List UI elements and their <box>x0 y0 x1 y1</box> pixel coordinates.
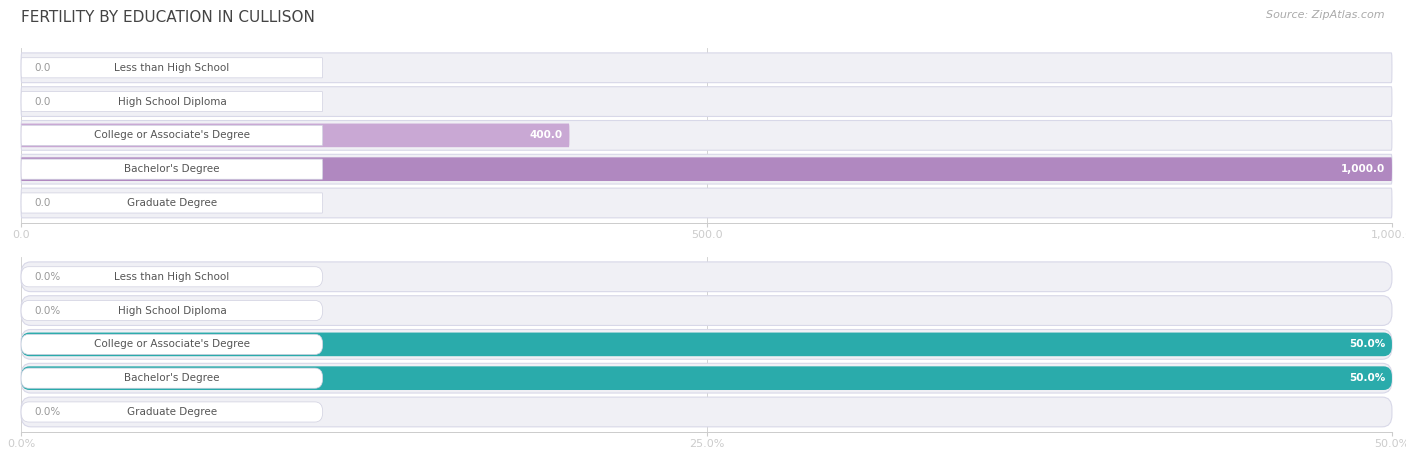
Text: 0.0: 0.0 <box>35 198 51 208</box>
Text: High School Diploma: High School Diploma <box>118 305 226 315</box>
Text: High School Diploma: High School Diploma <box>118 96 226 106</box>
FancyBboxPatch shape <box>21 334 322 354</box>
FancyBboxPatch shape <box>21 157 1392 181</box>
FancyBboxPatch shape <box>21 124 569 147</box>
Text: Graduate Degree: Graduate Degree <box>127 407 217 417</box>
FancyBboxPatch shape <box>21 121 1392 150</box>
Text: Less than High School: Less than High School <box>114 272 229 282</box>
FancyBboxPatch shape <box>21 193 323 213</box>
Text: 0.0%: 0.0% <box>35 407 60 417</box>
FancyBboxPatch shape <box>21 330 1392 359</box>
FancyBboxPatch shape <box>21 301 322 321</box>
Text: FERTILITY BY EDUCATION IN CULLISON: FERTILITY BY EDUCATION IN CULLISON <box>21 10 315 25</box>
FancyBboxPatch shape <box>21 296 1392 325</box>
FancyBboxPatch shape <box>21 58 323 78</box>
FancyBboxPatch shape <box>21 53 1392 83</box>
Text: Source: ZipAtlas.com: Source: ZipAtlas.com <box>1267 10 1385 19</box>
Text: 50.0%: 50.0% <box>1348 373 1385 383</box>
FancyBboxPatch shape <box>21 87 1392 116</box>
Text: College or Associate's Degree: College or Associate's Degree <box>94 130 250 141</box>
Text: 1,000.0: 1,000.0 <box>1341 164 1385 174</box>
FancyBboxPatch shape <box>21 332 1392 356</box>
Text: 400.0: 400.0 <box>530 130 562 141</box>
FancyBboxPatch shape <box>21 159 323 179</box>
Text: 0.0: 0.0 <box>35 63 51 73</box>
FancyBboxPatch shape <box>21 154 1392 184</box>
FancyBboxPatch shape <box>21 402 322 422</box>
FancyBboxPatch shape <box>21 397 1392 427</box>
Text: Graduate Degree: Graduate Degree <box>127 198 217 208</box>
FancyBboxPatch shape <box>21 92 323 112</box>
Text: Less than High School: Less than High School <box>114 63 229 73</box>
FancyBboxPatch shape <box>21 363 1392 393</box>
Text: Bachelor's Degree: Bachelor's Degree <box>124 164 219 174</box>
FancyBboxPatch shape <box>21 188 1392 218</box>
FancyBboxPatch shape <box>21 125 323 145</box>
FancyBboxPatch shape <box>21 368 322 388</box>
Text: Bachelor's Degree: Bachelor's Degree <box>124 373 219 383</box>
Text: 0.0%: 0.0% <box>35 305 60 315</box>
FancyBboxPatch shape <box>21 366 1392 390</box>
Text: College or Associate's Degree: College or Associate's Degree <box>94 339 250 350</box>
Text: 0.0: 0.0 <box>35 96 51 106</box>
FancyBboxPatch shape <box>21 267 322 287</box>
Text: 0.0%: 0.0% <box>35 272 60 282</box>
FancyBboxPatch shape <box>21 262 1392 292</box>
Text: 50.0%: 50.0% <box>1348 339 1385 350</box>
